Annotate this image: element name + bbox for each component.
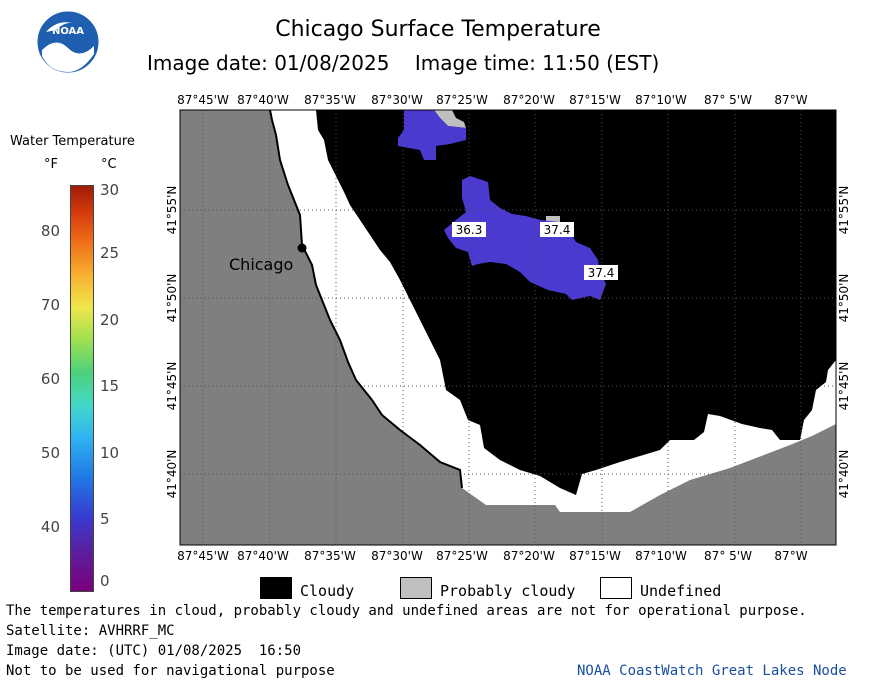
water-temperature-area <box>444 176 606 300</box>
lat-label-left: 41°55'N <box>165 186 179 235</box>
c-tick: 0 <box>100 572 110 590</box>
temperature-label: 36.3 <box>456 223 483 237</box>
cloudy-area <box>316 110 836 495</box>
lat-label-left: 41°45'N <box>165 362 179 411</box>
map-title: Chicago Surface Temperature <box>275 17 601 42</box>
lon-label-bottom: 87°10'W <box>635 549 687 563</box>
lon-label-top: 87°10'W <box>635 93 687 107</box>
temperature-label-bg <box>452 222 486 237</box>
lat-label-right: 41°40'N <box>837 450 851 499</box>
lon-label-top: 87°W <box>774 93 807 107</box>
lon-label-top: 87°15'W <box>569 93 621 107</box>
c-tick: 10 <box>100 444 120 462</box>
temperature-colorbar <box>70 185 94 592</box>
lon-label-top: 87° 5'W <box>704 93 752 107</box>
lat-label-right: 41°50'N <box>837 274 851 323</box>
lat-label-right: 41°45'N <box>837 362 851 411</box>
logo-text: NOAA <box>52 26 84 37</box>
probably-cloudy-swatch <box>400 577 432 599</box>
c-tick: 20 <box>100 311 120 329</box>
f-tick: 70 <box>40 296 60 314</box>
undefined-label: Undefined <box>640 582 722 600</box>
credit-link[interactable]: NOAA CoastWatch Great Lakes Node <box>577 663 847 679</box>
c-tick: 30 <box>100 181 120 199</box>
probably-cloudy-label: Probably cloudy <box>440 582 576 600</box>
cloudy-label: Cloudy <box>300 582 355 600</box>
lon-label-bottom: 87°45'W <box>177 549 229 563</box>
c-tick: 15 <box>100 377 120 395</box>
lon-label-top: 87°25'W <box>436 93 488 107</box>
f-tick: 50 <box>40 444 60 462</box>
land-area <box>180 110 836 545</box>
f-tick: 80 <box>40 222 60 240</box>
unit-fahrenheit: °F <box>44 157 58 172</box>
utc-date-text: Image date: (UTC) 01/08/2025 16:50 <box>6 643 302 659</box>
lon-label-bottom: 87°40'W <box>237 549 289 563</box>
temperature-label: 37.4 <box>544 223 571 237</box>
city-label: Chicago <box>229 255 293 274</box>
temperature-label-bg <box>584 265 618 280</box>
lat-label-left: 41°40'N <box>165 450 179 499</box>
probably-cloudy-area <box>546 216 560 224</box>
lon-label-bottom: 87°25'W <box>436 549 488 563</box>
unit-celsius: °C <box>101 157 117 172</box>
f-tick: 60 <box>40 370 60 388</box>
map-key: Cloudy Probably cloudy Undefined <box>260 575 740 601</box>
lon-label-bottom: 87°35'W <box>304 549 356 563</box>
city-marker <box>297 243 307 253</box>
satellite-text: Satellite: AVHRRF_MC <box>6 623 175 639</box>
lat-label-right: 41°55'N <box>837 186 851 235</box>
lon-label-top: 87°20'W <box>503 93 555 107</box>
graticule <box>180 110 836 545</box>
image-date-time: Image date: 01/08/2025 Image time: 11:50… <box>147 51 660 75</box>
lon-label-bottom: 87°W <box>774 549 807 563</box>
temperature-label-bg <box>540 222 574 237</box>
lon-label-top: 87°35'W <box>304 93 356 107</box>
temperature-label: 37.4 <box>588 266 615 280</box>
undefined-swatch <box>600 577 632 599</box>
c-tick: 25 <box>100 244 120 262</box>
lon-label-bottom: 87°20'W <box>503 549 555 563</box>
lon-label-top: 87°30'W <box>371 93 423 107</box>
lon-label-bottom: 87°30'W <box>371 549 423 563</box>
f-tick: 40 <box>40 518 60 536</box>
probably-cloudy-area <box>434 110 466 128</box>
map-border <box>179 109 837 546</box>
lon-label-bottom: 87° 5'W <box>704 549 752 563</box>
water-temperature-area <box>398 110 466 160</box>
legend-title: Water Temperature <box>10 134 135 149</box>
navigation-warning: Not to be used for navigational purpose <box>6 663 335 679</box>
lon-label-bottom: 87°15'W <box>569 549 621 563</box>
lat-label-left: 41°50'N <box>165 274 179 323</box>
shoreline <box>269 109 463 489</box>
lon-label-top: 87°45'W <box>177 93 229 107</box>
cloudy-swatch <box>260 577 292 599</box>
lon-label-top: 87°40'W <box>237 93 289 107</box>
c-tick: 5 <box>100 510 110 528</box>
noaa-logo: NOAA <box>36 10 100 74</box>
temperature-map: Chicago 36.3 37.4 37.4 87°45'W 87°40'W 8… <box>165 93 851 563</box>
disclaimer-text: The temperatures in cloud, probably clou… <box>6 603 807 619</box>
